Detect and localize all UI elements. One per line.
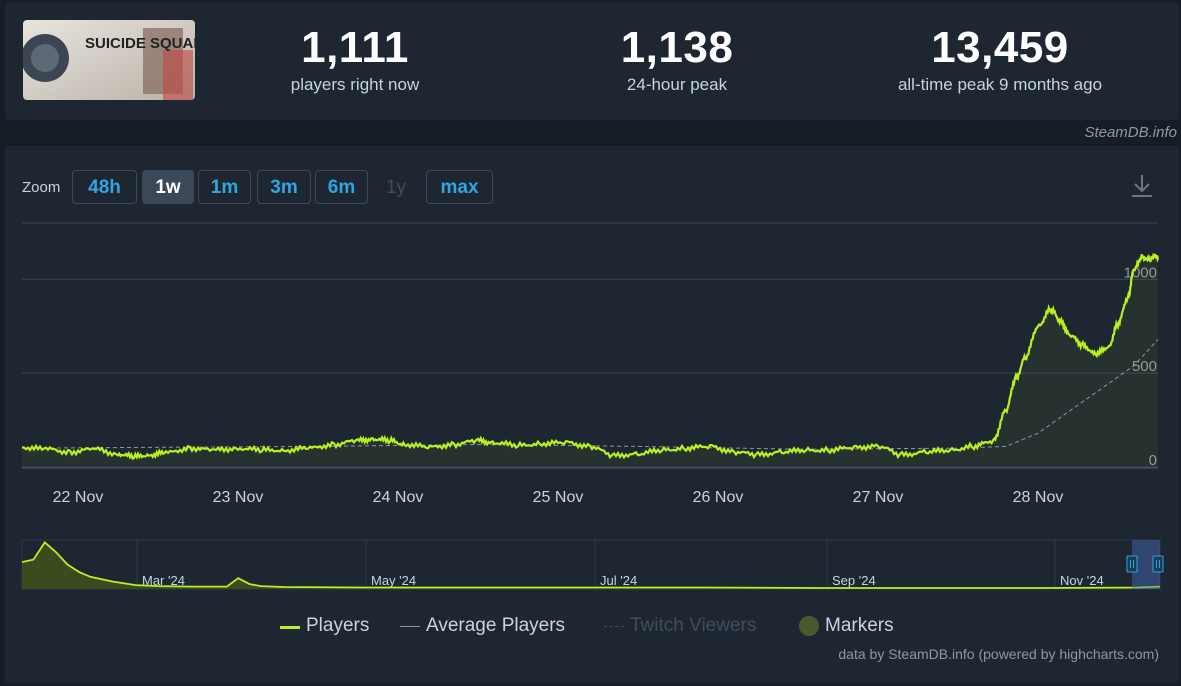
average-swatch [400, 626, 420, 627]
average-players-line [21, 339, 1159, 450]
zoom-6m-button[interactable]: 6m [315, 170, 368, 204]
legend-average-label: Average Players [426, 615, 566, 636]
peak24-value: 1,138 [620, 23, 734, 72]
navigator-label: Sep '24 [832, 573, 876, 588]
legend-twitch-label: Twitch Viewers [630, 615, 757, 636]
chart-legend: Players Average Players Twitch Viewers M… [5, 615, 1179, 639]
navigator-label: May '24 [371, 573, 416, 588]
legend-players-label: Players [306, 615, 370, 636]
x-tick-label: 28 Nov [1013, 489, 1064, 506]
zoom-1w-button[interactable]: 1w [142, 170, 194, 204]
y-tick-label: 500 [1132, 358, 1157, 375]
navigator-handle[interactable] [1126, 555, 1138, 573]
chart-panel: Zoom 48h 1w 1m 3m 6m 1y max 05001000 22 … [5, 146, 1179, 683]
x-tick-label: 27 Nov [853, 489, 904, 506]
players-swatch [280, 626, 300, 629]
x-tick-label: 26 Nov [693, 489, 744, 506]
game-title-art: SUICIDE SQUAD [85, 35, 195, 52]
zoom-label: Zoom [22, 179, 61, 196]
zoom-3m-button[interactable]: 3m [257, 170, 311, 204]
navigator-line [21, 541, 1161, 589]
navigator[interactable]: Mar '24 May '24 Jul '24 Sep '24 Nov '24 [21, 539, 1164, 590]
highcharts-credit[interactable]: data by SteamDB.info (powered by highcha… [838, 646, 1159, 662]
markers-swatch [799, 616, 819, 636]
alltime-label[interactable]: all-time peak 9 months ago [897, 75, 1103, 94]
navigator-frame [21, 539, 1161, 590]
stat-current-players: 1,111 players right now [255, 21, 455, 95]
x-tick-label: 22 Nov [53, 489, 104, 506]
stat-24h-peak: 1,138 24-hour peak [577, 21, 777, 95]
players-area-fill [22, 254, 1158, 467]
zoom-48h-button[interactable]: 48h [72, 170, 137, 204]
zoom-1y-button: 1y [385, 177, 407, 198]
navigator-label: Jul '24 [600, 573, 637, 588]
x-tick-label: 23 Nov [213, 489, 264, 506]
x-axis-labels: 22 Nov 23 Nov 24 Nov 25 Nov 26 Nov 27 Nov 28 N… [53, 489, 1064, 506]
x-tick-label: 25 Nov [533, 489, 584, 506]
y-tick-label: 0 [1149, 452, 1157, 469]
game-art-icon: SUICIDE SQUAD [23, 20, 195, 100]
current-players-label: players right now [290, 75, 420, 94]
game-thumbnail[interactable]: SUICIDE SQUAD [23, 20, 195, 100]
peak24-label: 24-hour peak [626, 75, 728, 94]
current-players-value: 1,111 [301, 23, 409, 72]
navigator-label: Mar '24 [142, 573, 185, 588]
navigator-label: Nov '24 [1060, 573, 1104, 588]
players-line [21, 252, 1159, 461]
stats-panel: SUICIDE SQUAD 1,111 players right now 1,… [5, 3, 1179, 120]
twitch-swatch [604, 626, 624, 627]
navigator-handle[interactable] [1152, 555, 1164, 573]
stat-alltime-peak: 13,459 all-time peak 9 months ago [855, 21, 1145, 95]
zoom-1m-button[interactable]: 1m [198, 170, 251, 204]
x-tick-label: 24 Nov [373, 489, 424, 506]
alltime-value: 13,459 [931, 23, 1069, 72]
legend-markers-label: Markers [825, 615, 894, 636]
download-icon[interactable] [1129, 172, 1155, 200]
grid-lines [22, 222, 1158, 469]
steamdb-credit-link[interactable]: SteamDB.info [1084, 124, 1177, 141]
zoom-max-button[interactable]: max [426, 170, 493, 204]
